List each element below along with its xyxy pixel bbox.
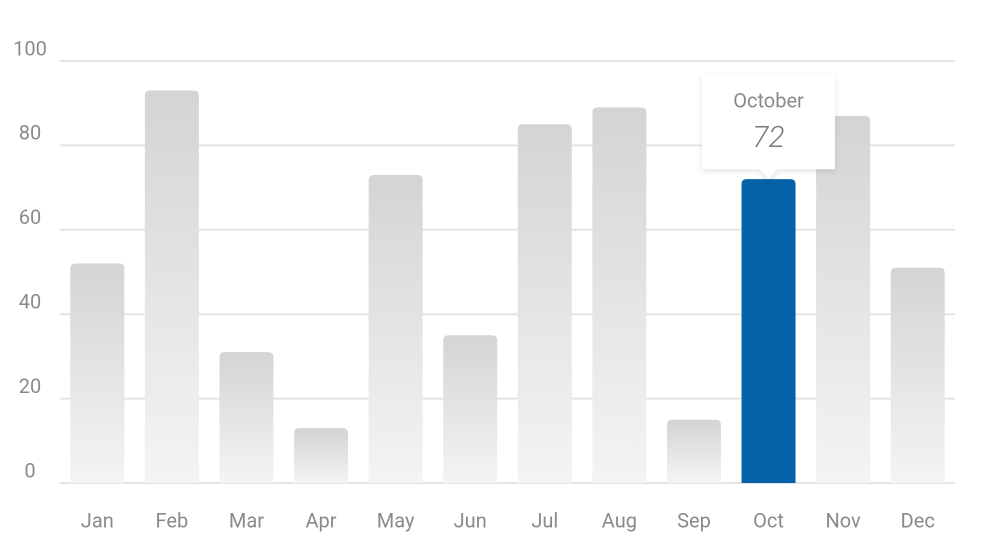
y-tick-label: 20 bbox=[19, 374, 41, 398]
tooltip: October 72 bbox=[702, 75, 836, 180]
bar bbox=[666, 419, 721, 483]
x-tick-label: Oct bbox=[753, 508, 784, 532]
bar bbox=[144, 90, 199, 483]
x-tick-label: Feb bbox=[156, 508, 189, 532]
tooltip-value: 72 bbox=[752, 120, 784, 155]
grid bbox=[60, 60, 955, 484]
y-tick-label: 80 bbox=[19, 121, 41, 145]
x-tick-label: Mar bbox=[229, 508, 264, 532]
bar bbox=[443, 335, 498, 483]
bars bbox=[70, 90, 945, 484]
labels: 0 20 40 60 80 100 Jan Feb Mar Apr May Jun Jul Aug Sep O… bbox=[13, 36, 935, 532]
bar bbox=[219, 352, 274, 483]
y-tick-label: 0 bbox=[24, 458, 35, 482]
y-tick-label: 40 bbox=[19, 289, 41, 313]
bar bbox=[517, 124, 572, 484]
x-tick-label: Nov bbox=[826, 508, 862, 532]
bar bbox=[294, 428, 349, 483]
tooltip-box bbox=[702, 75, 836, 180]
y-tick-label: 100 bbox=[13, 36, 47, 60]
bar bbox=[592, 107, 647, 484]
bar bbox=[890, 267, 945, 483]
bar bbox=[816, 115, 871, 484]
x-tick-label: Sep bbox=[677, 508, 711, 532]
x-tick-label: Jun bbox=[454, 508, 487, 532]
bar bbox=[368, 174, 423, 483]
x-tick-label: Dec bbox=[901, 508, 935, 532]
y-tick-label: 60 bbox=[19, 205, 41, 229]
x-tick-label: May bbox=[377, 508, 415, 532]
tooltip-label: October bbox=[733, 88, 804, 112]
x-tick-label: Jan bbox=[81, 508, 114, 532]
x-tick-label: Aug bbox=[602, 508, 637, 532]
bar bbox=[741, 179, 796, 483]
x-tick-label: Jul bbox=[531, 508, 558, 532]
bar bbox=[70, 263, 125, 483]
x-tick-label: Apr bbox=[306, 508, 337, 532]
